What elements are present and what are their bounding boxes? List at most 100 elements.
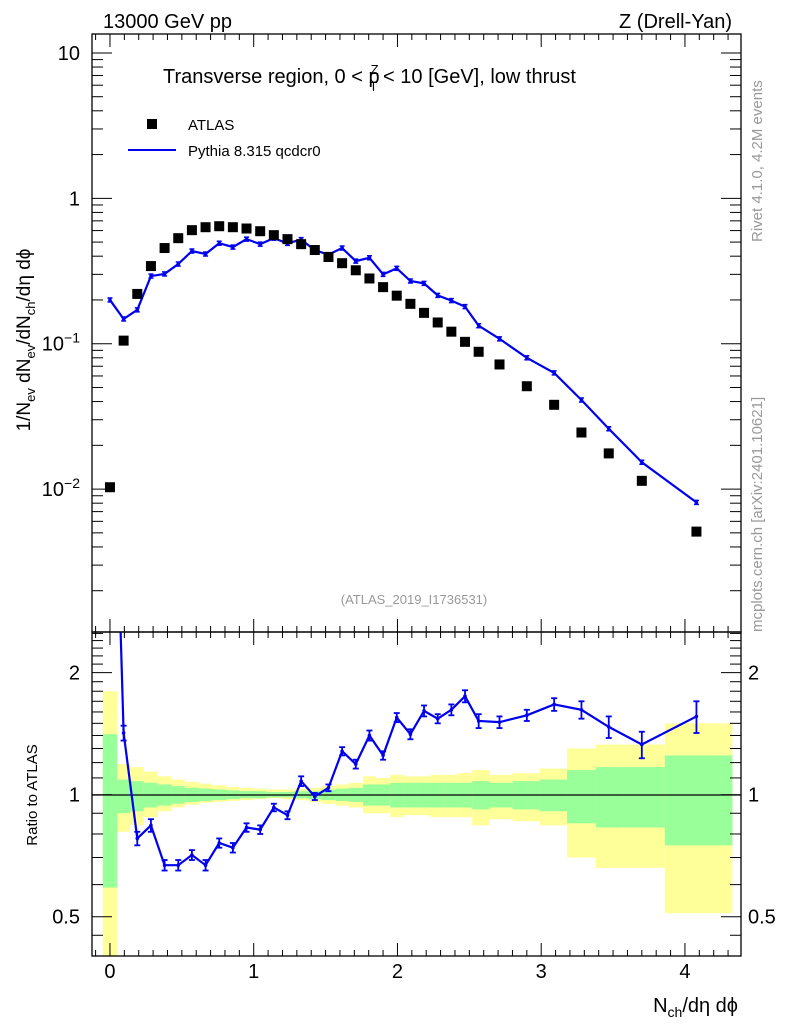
atlas-point xyxy=(323,251,334,262)
x-axis-label: Nch/dη dϕ xyxy=(653,995,738,1020)
ratio-point xyxy=(313,794,317,799)
atlas-point xyxy=(378,282,389,293)
pythia-point xyxy=(149,274,153,278)
rivet-label: Rivet 4.1.0, 4.2M events xyxy=(749,80,766,242)
ratio-point xyxy=(108,271,112,275)
ratio-point xyxy=(285,813,290,818)
mcplots-label: mcplots.cern.ch [arXiv:2401.10621] xyxy=(749,397,766,632)
atlas-point xyxy=(145,261,156,272)
ratio-point xyxy=(579,707,584,712)
plot-title-before: Transverse region, 0 < p xyxy=(163,66,380,88)
main-y-tick-label: 10 xyxy=(58,43,80,65)
pythia-point xyxy=(108,298,112,302)
pythia-point xyxy=(231,245,235,249)
pythia-point xyxy=(367,255,372,260)
pythia-point xyxy=(449,298,454,303)
stat-uncertainty-band xyxy=(595,767,624,828)
pythia-point xyxy=(694,500,699,505)
stat-uncertainty-band xyxy=(567,770,596,824)
ratio-y-tick-label: 1 xyxy=(69,785,80,807)
ratio-series xyxy=(108,271,700,872)
atlas-point xyxy=(159,243,170,254)
atlas-point xyxy=(473,346,484,357)
atlas-point xyxy=(173,233,184,244)
ratio-y-tick-label-right: 1 xyxy=(748,785,759,807)
analysis-id: (ATLAS_2019_I1736531) xyxy=(341,592,487,607)
atlas-point xyxy=(296,239,307,250)
ratio-point xyxy=(476,719,481,723)
pythia-point xyxy=(435,293,440,298)
main-y-tick-label: 1 xyxy=(69,188,80,210)
atlas-point xyxy=(419,307,430,318)
atlas-point xyxy=(104,482,115,493)
ratio-point xyxy=(449,707,454,712)
ratio-point xyxy=(190,853,194,857)
ratio-point xyxy=(463,694,467,698)
pythia-point xyxy=(381,272,385,277)
atlas-point xyxy=(309,245,320,256)
ratio-panel: 2 2 1 1 0.5 0.5 0 1 2 3 4 xyxy=(52,271,776,983)
plot-title-after: < 10 [GeV], low thrust xyxy=(378,66,577,88)
plot-title-sup: Z xyxy=(371,62,379,77)
plot-title: Transverse region, 0 < pZ T < 10 [GeV], l… xyxy=(163,62,576,94)
pythia-point xyxy=(497,337,502,341)
ratio-y-tick-label: 0.5 xyxy=(52,907,80,929)
stat-uncertainty-band xyxy=(117,779,131,814)
pythia-point xyxy=(190,249,194,253)
ratio-point xyxy=(422,709,426,713)
ratio-point xyxy=(244,825,249,830)
x-tick-label: 4 xyxy=(679,961,690,983)
atlas-point xyxy=(268,230,279,241)
plot-title-sub: T xyxy=(370,79,378,94)
ratio-point xyxy=(694,714,699,719)
stat-uncertainty-band xyxy=(102,734,118,888)
atlas-point xyxy=(186,225,197,236)
pythia-point xyxy=(244,237,249,241)
pythia-point xyxy=(525,356,529,360)
pythia-point xyxy=(552,371,556,375)
atlas-point xyxy=(460,336,471,347)
pythia-point xyxy=(121,317,126,321)
atlas-point xyxy=(576,427,587,438)
ratio-y-tick-label: 2 xyxy=(69,663,80,685)
ratio-point xyxy=(203,863,208,867)
ratio-point xyxy=(162,863,167,867)
atlas-point xyxy=(227,222,238,233)
atlas-point xyxy=(636,475,647,486)
atlas-point xyxy=(350,265,361,276)
pythia-point xyxy=(162,272,167,276)
ratio-point xyxy=(231,845,235,850)
pythia-point xyxy=(463,304,467,309)
pythia-point xyxy=(203,252,208,256)
ratio-point xyxy=(435,716,440,721)
atlas-point xyxy=(118,335,129,346)
main-series xyxy=(104,221,702,537)
ratio-series-group xyxy=(108,271,700,872)
atlas-point xyxy=(282,234,293,245)
ratio-point xyxy=(367,733,372,738)
atlas-point xyxy=(337,258,348,269)
legend-pythia-label: Pythia 8.315 qcdcr0 xyxy=(188,143,321,160)
pythia-point xyxy=(176,262,181,266)
ratio-point xyxy=(121,731,126,735)
pythia-point xyxy=(340,246,344,250)
pythia-point xyxy=(422,281,426,286)
ratio-point xyxy=(135,836,140,841)
ratio-point xyxy=(272,805,276,810)
pythia-point xyxy=(135,308,140,312)
ratio-frame xyxy=(91,631,742,957)
main-y-axis-label: 1/Nev dNev/dNch/dη dϕ xyxy=(14,249,38,432)
atlas-point xyxy=(214,221,225,232)
ratio-point xyxy=(299,779,303,783)
pythia-point xyxy=(606,426,611,431)
ratio-y-tick-label-right: 2 xyxy=(748,663,759,685)
ratio-point xyxy=(258,827,262,832)
ratio-point xyxy=(525,713,529,718)
ratio-point xyxy=(176,863,181,867)
pythia-point xyxy=(579,398,584,402)
ratio-point xyxy=(606,725,611,729)
ratio-point xyxy=(340,749,344,754)
pythia-point xyxy=(353,259,358,263)
header-energy: 13000 GeV pp xyxy=(103,11,232,33)
atlas-point xyxy=(241,223,252,234)
